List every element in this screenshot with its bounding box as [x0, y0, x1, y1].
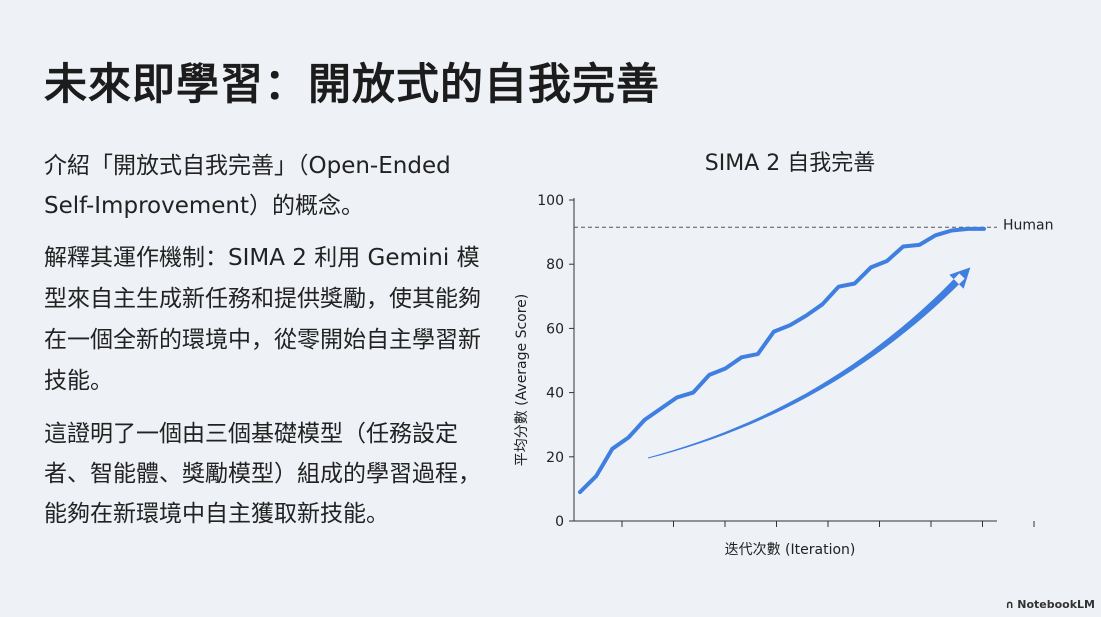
- paragraph-concept: 介紹「開放式自我完善」（Open-Ended Self-Improvement）…: [44, 153, 451, 219]
- y-axis-label: 平均分數 (Average Score): [514, 294, 530, 467]
- bullet-list: 介紹「開放式自我完善」（Open-Ended Self-Improvement）…: [44, 146, 484, 546]
- y-tick-label: 80: [546, 257, 564, 273]
- slide-title: 未來即學習：開放式的自我完善: [44, 60, 660, 110]
- footer-brand: ∩ NotebookLM: [1005, 598, 1095, 611]
- y-tick-label: 0: [555, 514, 564, 530]
- y-ticks: 0 20 40 60 80 100: [537, 193, 574, 530]
- x-ticks: [621, 521, 1035, 527]
- x-axis-label: 迭代次數 (Iteration): [725, 542, 856, 558]
- y-tick-label: 20: [546, 450, 564, 466]
- score-series-line: [578, 226, 986, 495]
- paragraph-mechanism: 解釋其運作機制：SIMA 2 利用 Gemini 模型來自主生成新任務和提供獎勵…: [44, 245, 481, 394]
- y-tick-label: 40: [546, 386, 564, 402]
- chart-title: SIMA 2 自我完善: [705, 151, 875, 176]
- y-tick-label: 100: [537, 193, 564, 209]
- notebooklm-logo-icon: ∩: [1005, 598, 1015, 611]
- paragraph-result: 這證明了一個由三個基礎模型（任務設定者、智能體、獎勵模型）組成的學習過程，能夠在…: [44, 421, 481, 527]
- human-reference-label: Human: [1003, 217, 1054, 233]
- footer-brand-label: NotebookLM: [1017, 598, 1095, 611]
- line-chart: SIMA 2 自我完善 迭代次數 (Iteration) 平均分數 (Avera…: [514, 151, 1054, 558]
- chart-container: SIMA 2 自我完善 迭代次數 (Iteration) 平均分數 (Avera…: [500, 140, 1060, 580]
- trend-arrow: [647, 267, 971, 459]
- y-tick-label: 60: [546, 321, 564, 337]
